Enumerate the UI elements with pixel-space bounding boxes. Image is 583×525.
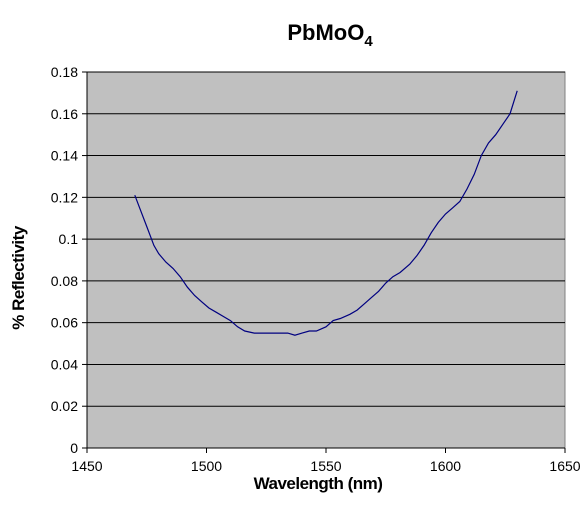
- x-tick-label: 1550: [310, 458, 341, 474]
- y-tick-label: 0: [70, 440, 78, 456]
- y-axis-title: % Reflectivity: [9, 225, 28, 330]
- series-line: [134, 90, 518, 336]
- y-tick-label: 0.16: [51, 106, 78, 122]
- chart-title-main: PbMoO: [287, 20, 364, 45]
- y-tick-label: 0.14: [51, 148, 78, 164]
- x-tick-label: 1650: [549, 458, 580, 474]
- y-tick-label: 0.12: [51, 189, 78, 205]
- y-tick-label: 0.04: [51, 356, 78, 372]
- plot-area: 0 0.02 0.04 0.06 0.08 0.1 0.12 0.14 0.16 0.18 1450…: [51, 64, 581, 474]
- y-tick-label: 0.1: [59, 231, 79, 247]
- x-axis-title: Wavelength (nm): [254, 474, 383, 493]
- chart-title-subscript: 4: [364, 33, 373, 50]
- y-tick-label: 0.18: [51, 64, 78, 80]
- x-tick-label: 1450: [71, 458, 102, 474]
- y-tick-label: 0.06: [51, 315, 78, 331]
- plot-background: [86, 71, 566, 449]
- y-tick-label: 0.08: [51, 273, 78, 289]
- y-tick-label: 0.02: [51, 398, 78, 414]
- x-tick-label: 1500: [191, 458, 222, 474]
- chart-title: PbMoO4: [287, 20, 373, 50]
- x-tick-label: 1600: [430, 458, 461, 474]
